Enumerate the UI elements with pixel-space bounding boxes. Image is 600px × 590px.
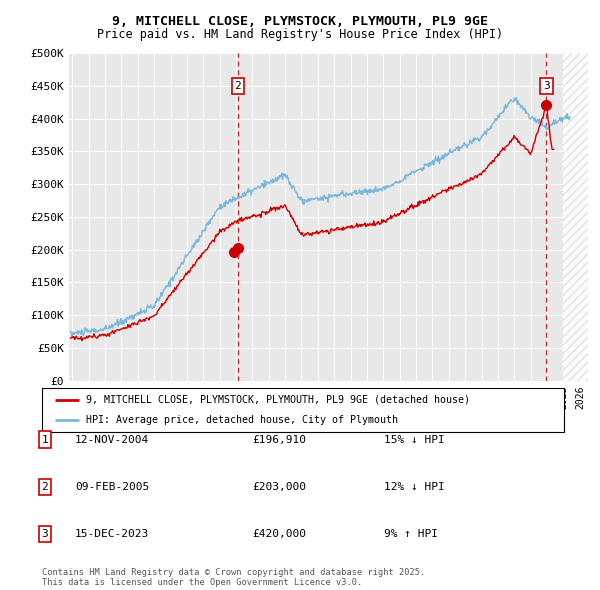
Bar [563, 53, 588, 381]
Text: 9, MITCHELL CLOSE, PLYMSTOCK, PLYMOUTH, PL9 9GE: 9, MITCHELL CLOSE, PLYMSTOCK, PLYMOUTH, … [112, 15, 488, 28]
Text: £196,910: £196,910 [252, 435, 306, 444]
Text: £203,000: £203,000 [252, 482, 306, 491]
Text: HPI: Average price, detached house, City of Plymouth: HPI: Average price, detached house, City… [86, 415, 398, 425]
Text: 09-FEB-2005: 09-FEB-2005 [75, 482, 149, 491]
Text: 9, MITCHELL CLOSE, PLYMSTOCK, PLYMOUTH, PL9 9GE (detached house): 9, MITCHELL CLOSE, PLYMSTOCK, PLYMOUTH, … [86, 395, 470, 405]
Text: 3: 3 [543, 81, 550, 91]
Text: £420,000: £420,000 [252, 529, 306, 539]
Text: 2: 2 [235, 81, 241, 91]
Text: 12-NOV-2004: 12-NOV-2004 [75, 435, 149, 444]
Text: Price paid vs. HM Land Registry's House Price Index (HPI): Price paid vs. HM Land Registry's House … [97, 28, 503, 41]
Text: 12% ↓ HPI: 12% ↓ HPI [384, 482, 445, 491]
Text: 15-DEC-2023: 15-DEC-2023 [75, 529, 149, 539]
Text: 15% ↓ HPI: 15% ↓ HPI [384, 435, 445, 444]
Text: Contains HM Land Registry data © Crown copyright and database right 2025.
This d: Contains HM Land Registry data © Crown c… [42, 568, 425, 587]
Text: 2: 2 [41, 482, 49, 491]
Text: 3: 3 [41, 529, 49, 539]
Text: 9% ↑ HPI: 9% ↑ HPI [384, 529, 438, 539]
Text: 1: 1 [41, 435, 49, 444]
Bar [563, 53, 588, 381]
